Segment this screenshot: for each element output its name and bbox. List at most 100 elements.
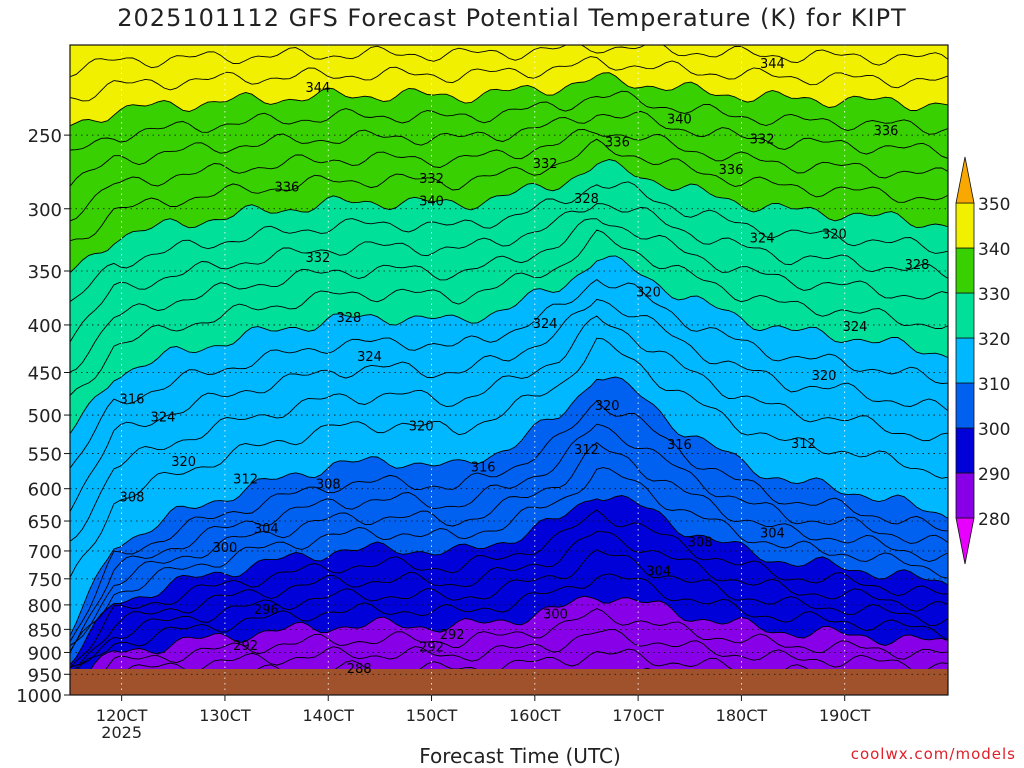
contour-label: 340 <box>667 113 692 128</box>
x-tick-label: 140CT <box>302 706 354 725</box>
isentrope-340 <box>70 72 948 127</box>
colorbar-swatch-330 <box>955 247 975 294</box>
contour-label: 312 <box>574 443 599 458</box>
contour-label: 308 <box>998 487 1023 502</box>
isentrope-348 <box>70 6 948 22</box>
x-tick-label: 120CT <box>96 706 148 725</box>
contour-label: 320 <box>595 399 620 414</box>
isentrope-296 <box>70 531 948 674</box>
contour-label: 308 <box>120 491 145 506</box>
isentrope-306 <box>70 423 948 652</box>
contour-label: 320 <box>409 419 434 434</box>
isentrope-310 <box>70 376 948 636</box>
y-tick-label: 450 <box>28 364 62 385</box>
contour-label: 304 <box>646 565 671 580</box>
contour-label: 340 <box>419 195 444 210</box>
isentrope-326 <box>70 203 948 343</box>
contour-label: 324 <box>843 320 868 335</box>
isentrope-320 <box>70 255 948 435</box>
isentrope-302 <box>70 467 948 653</box>
colorbar-label: 350 <box>978 195 1010 215</box>
contour-label: 320 <box>636 285 661 300</box>
y-tick-label: 800 <box>28 596 62 617</box>
isentrope-292 <box>70 573 948 681</box>
y-tick-label: 300 <box>28 200 62 221</box>
contour-label-bg <box>997 485 1023 499</box>
y-tick-label: 900 <box>28 643 62 664</box>
isentrope-290 <box>70 595 948 690</box>
contour-label-bg <box>1018 321 1024 335</box>
contour-label: 320 <box>812 369 837 384</box>
x-axis: 120CT 130CT 140CT 150CT 160CT 170CT 180CT 190CT… <box>96 695 871 742</box>
filled-contour-bands <box>70 45 948 695</box>
x-tick-label: 150CT <box>406 706 458 725</box>
colorbar-label: 320 <box>978 330 1010 350</box>
contour-label: 296 <box>254 603 279 618</box>
colorbar-label: 300 <box>978 420 1010 440</box>
isentrope-312 <box>70 337 948 578</box>
contour-label: 328 <box>574 192 599 207</box>
isentrope-316 <box>70 298 948 512</box>
contour-label: 320 <box>171 455 196 470</box>
isentrope-318 <box>70 279 948 469</box>
contour-label: 336 <box>605 136 630 151</box>
contour-label: 324 <box>533 317 558 332</box>
isentrope-332 <box>70 138 948 242</box>
isentrope-336 <box>70 110 948 187</box>
y-tick-label: 550 <box>28 445 62 466</box>
colorbar-extend-low <box>955 517 975 565</box>
contour-label: 332 <box>305 251 330 266</box>
colorbar: 280 290 300 310 320 330 340 350 <box>955 156 1010 565</box>
contour-label: 336 <box>719 163 744 178</box>
contour-label: 332 <box>419 172 444 187</box>
contour-label: 292 <box>440 628 465 643</box>
contour-label: 304 <box>760 527 785 542</box>
contour-label: 336 <box>275 181 300 196</box>
isentrope-294 <box>70 549 948 668</box>
colorbar-label: 330 <box>978 285 1010 305</box>
y-tick-label: 350 <box>28 262 62 283</box>
contour-label: 312 <box>791 437 816 452</box>
contour-label: 332 <box>533 157 558 172</box>
isentrope-308 <box>70 400 948 642</box>
isentrope-328 <box>70 181 948 302</box>
y-tick-label: 600 <box>28 480 62 501</box>
contour-label: 324 <box>1018 323 1024 338</box>
isentrope-324 <box>70 218 948 373</box>
colorbar-label: 290 <box>978 465 1010 485</box>
contour-label: 316 <box>120 393 145 408</box>
x-tick-label: 190CT <box>819 706 871 725</box>
x-tick-sublabel: 2025 <box>101 723 142 742</box>
x-axis-label: Forecast Time (UTC) <box>419 744 621 768</box>
contour-label: 300 <box>213 541 238 556</box>
x-tick-label: 160CT <box>509 706 561 725</box>
isentrope-338 <box>70 90 948 151</box>
contour-labels: 344 344 340 340 336 336 336 336 340 332 332 332 332 3… <box>120 57 1024 677</box>
contour-label: 316 <box>667 438 692 453</box>
x-tick-label: 170CT <box>612 706 664 725</box>
contour-label: 328 <box>336 311 361 326</box>
y-axis: 2503003504004505005506006507007508008509… <box>16 126 70 707</box>
credit-link[interactable]: coolwx.com/models <box>850 745 1016 763</box>
colorbar-label: 280 <box>978 510 1010 530</box>
colorbar-label: 340 <box>978 240 1010 260</box>
contour-label: 308 <box>688 536 713 551</box>
isentrope-334 <box>70 129 948 222</box>
isentrope-314 <box>70 315 948 542</box>
y-tick-label: 750 <box>28 570 62 591</box>
contour-label: 324 <box>151 411 176 426</box>
x-tick-label: 130CT <box>199 706 251 725</box>
isentrope-286 <box>70 629 948 693</box>
contour-label: 332 <box>750 132 775 147</box>
y-tick-label: 400 <box>28 316 62 337</box>
grid-lines <box>70 45 948 695</box>
y-tick-label: 850 <box>28 620 62 641</box>
colorbar-extend-high <box>955 156 975 204</box>
colorbar-swatch-280 <box>955 472 975 519</box>
colorbar-swatch-290 <box>955 427 975 474</box>
contour-label: 328 <box>905 258 930 273</box>
terrain-ground <box>70 669 948 695</box>
contour-label: 324 <box>357 350 382 365</box>
isentrope-350 <box>70 0 948 4</box>
